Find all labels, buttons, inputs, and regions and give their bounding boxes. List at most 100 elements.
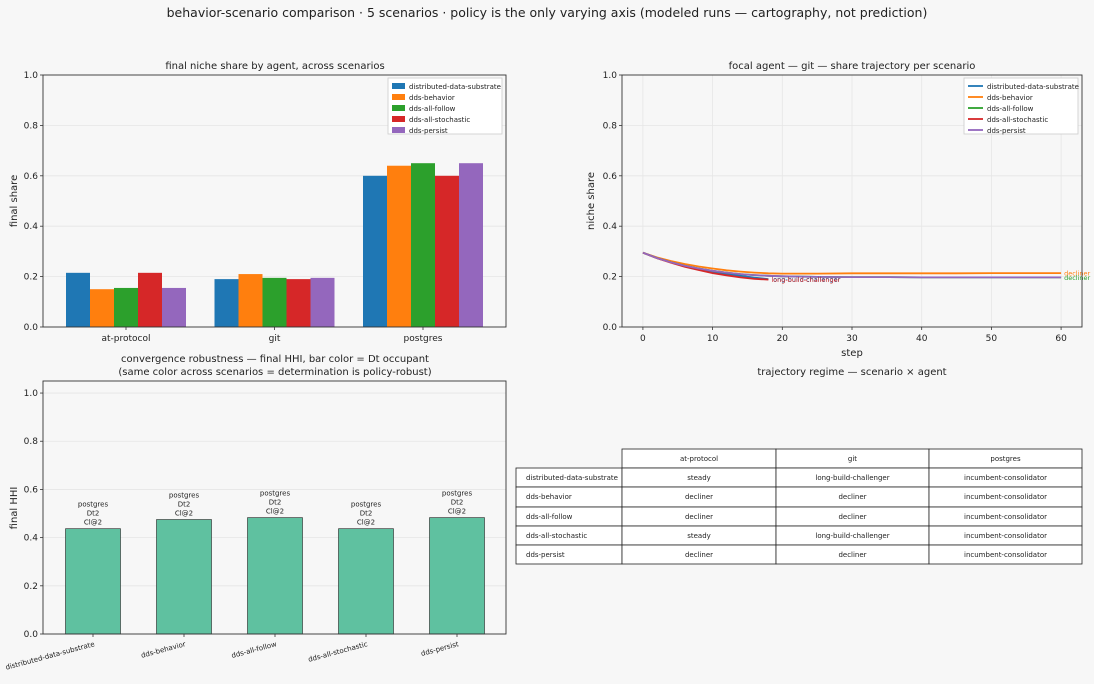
regime-table-cell-value: incumbent-consolidator: [964, 532, 1047, 540]
hhi-chart-ytick-label: 0.2: [24, 582, 38, 592]
hhi-bar-annotation: Cl@2: [175, 510, 193, 518]
bar-chart-legend-swatch: [392, 94, 405, 100]
line-end-label-dds-all-follow: decliner: [1064, 274, 1090, 282]
line-chart-xtick-label: 50: [986, 334, 998, 344]
hhi-bar-annotation: postgres: [260, 490, 291, 498]
line-chart-ylabel: niche share: [586, 172, 597, 230]
hhi-chart-ytick-label: 1.0: [24, 389, 39, 399]
bar-chart-frame: [42, 74, 507, 328]
hhi-bar-annotation: Cl@2: [448, 508, 466, 516]
line-chart-ytick-label: 0.8: [603, 121, 618, 131]
hhi-chart-ylabel: final HHI: [9, 487, 20, 530]
line-chart-frame: [621, 74, 1083, 328]
line-chart-legend-label: dds-all-stochastic: [987, 116, 1048, 124]
regime-table-cell-value: incumbent-consolidator: [964, 474, 1047, 482]
bar-chart-xtick-label: postgres: [404, 334, 443, 344]
bar-git-dds-all-stochastic: [286, 279, 311, 327]
regime-table-cell-value: incumbent-consolidator: [964, 551, 1047, 559]
hhi-bar-dds-persist: [429, 517, 485, 635]
line-chart-xtick-label: 10: [707, 334, 719, 344]
line-chart-ytick-label: 0.2: [603, 273, 617, 283]
regime-table-row-label: dds-all-follow: [526, 513, 573, 521]
bar-postgres-dds-persist: [459, 163, 483, 327]
regime-table-cell-value: steady: [687, 474, 711, 482]
bar-chart-legend-label: dds-all-stochastic: [409, 116, 470, 124]
bar-chart-ytick-label: 0.6: [24, 172, 39, 182]
hhi-chart-title: convergence robustness — final HHI, bar …: [121, 354, 429, 365]
line-chart-ytick-label: 0.6: [603, 172, 618, 182]
bar-postgres-distributed-data-substrate: [363, 175, 387, 327]
bar-chart-xtick-label: git: [269, 334, 281, 344]
bar-at-protocol-dds-all-stochastic: [138, 272, 162, 327]
hhi-chart-subtitle: (same color across scenarios = determina…: [118, 367, 431, 378]
bar-git-dds-persist: [310, 277, 335, 327]
regime-table-column-header: git: [848, 455, 857, 463]
line-chart-legend: [963, 77, 1079, 135]
bar-git-distributed-data-substrate: [214, 279, 239, 327]
hhi-chart-ytick-label: 0.4: [24, 534, 39, 544]
bar-chart-ytick-label: 0.8: [24, 121, 39, 131]
bar-chart-legend-label: dds-persist: [409, 127, 448, 135]
hhi-bar-annotation: Cl@2: [357, 519, 375, 527]
regime-table-cell-value: decliner: [685, 513, 713, 521]
hhi-chart-ytick-label: 0.0: [24, 630, 39, 640]
regime-table-column-header: at-protocol: [680, 455, 718, 463]
line-end-label-dds-all-stochastic: long-build-challenger: [771, 276, 840, 284]
bar-chart-ytick-label: 0.2: [24, 273, 38, 283]
regime-table-cell-value: decliner: [838, 513, 866, 521]
regime-table-cell-value: incumbent-consolidator: [964, 493, 1047, 501]
hhi-chart-ytick-label: 0.8: [24, 437, 39, 447]
figure-suptitle: behavior-scenario comparison · 5 scenari…: [167, 5, 928, 20]
bar-chart-legend-label: dds-behavior: [409, 94, 455, 102]
hhi-chart-frame: [42, 380, 507, 635]
line-series-dds-persist: [642, 251, 1062, 279]
bar-chart-ylabel: final share: [9, 175, 20, 227]
bar-at-protocol-dds-behavior: [90, 289, 114, 327]
panel-hhi-bar-chart: convergence robustness — final HHI, bar …: [5, 354, 507, 672]
line-end-label-dds-behavior: decliner: [1064, 270, 1090, 278]
line-chart-legend-label: dds-behavior: [987, 94, 1033, 102]
panel-final-share-bar-chart: final niche share by agent, across scena…: [9, 61, 507, 344]
bar-chart-legend-swatch: [392, 83, 405, 89]
hhi-bar-annotation: Dt2: [87, 510, 100, 518]
bar-postgres-dds-behavior: [387, 165, 411, 327]
regime-table-row-label: dds-behavior: [526, 493, 572, 501]
regime-table-column-header: postgres: [990, 455, 1021, 463]
hhi-bar-annotation: postgres: [78, 501, 109, 509]
line-chart-legend-label: dds-persist: [987, 127, 1026, 135]
line-chart-xtick-label: 0: [640, 334, 646, 344]
bar-chart-legend-swatch: [392, 127, 405, 133]
regime-table-cell: [928, 544, 1083, 565]
hhi-bar-dds-behavior: [156, 519, 212, 635]
hhi-bar-annotation: postgres: [442, 490, 473, 498]
line-chart-xtick-label: 30: [846, 334, 858, 344]
hhi-bar-annotation: Cl@2: [84, 519, 102, 527]
hhi-chart-ytick-label: 0.6: [24, 485, 39, 495]
bar-chart-ytick-label: 1.0: [24, 71, 39, 81]
bar-chart-title: final niche share by agent, across scena…: [165, 61, 384, 72]
bar-postgres-dds-all-stochastic: [435, 175, 459, 327]
bar-chart-legend-swatch: [392, 105, 405, 111]
line-chart-ytick-label: 1.0: [603, 71, 618, 81]
panel-git-trajectory-line-chart: focal agent — git — share trajectory per…: [586, 61, 1091, 359]
regime-table-cell-value: decliner: [838, 551, 866, 559]
regime-table-cell-value: decliner: [685, 551, 713, 559]
panel-regime-table: trajectory regime — scenario × agent at-…: [515, 367, 1083, 565]
bar-chart-ytick-label: 0.0: [24, 323, 39, 333]
bar-chart-ytick-label: 0.4: [24, 222, 39, 232]
regime-table-cell-value: long-build-challenger: [815, 532, 889, 540]
hhi-bar-annotation: Cl@2: [266, 508, 284, 516]
bar-chart-legend-label: dds-all-follow: [409, 105, 456, 113]
hhi-bar-distributed-data-substrate: [65, 528, 121, 635]
regime-table-row-label: dds-all-stochastic: [526, 532, 587, 540]
bar-at-protocol-dds-all-follow: [114, 287, 138, 327]
line-end-label-distributed-data-substrate: long-build-challenger: [771, 276, 840, 284]
hhi-bar-dds-all-stochastic: [338, 528, 394, 635]
bar-git-dds-all-follow: [262, 277, 287, 327]
line-chart-ytick-label: 0.0: [603, 323, 618, 333]
hhi-bar-dds-all-follow: [247, 517, 303, 635]
bar-chart-legend-label: distributed-data-substrate: [409, 83, 501, 91]
hhi-bar-annotation: Dt2: [360, 510, 373, 518]
regime-table-cell-value: long-build-challenger: [815, 474, 889, 482]
